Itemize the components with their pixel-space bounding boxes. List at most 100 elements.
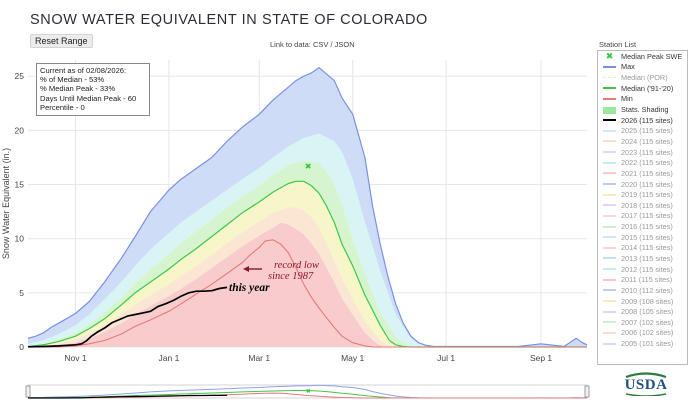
data-link[interactable]: Link to data: CSV / JSON [270,40,355,49]
legend-item[interactable]: 2015 (115 sites) [598,232,687,243]
legend-label: Median (POR) [621,73,668,83]
legend-line-swatch [603,244,616,252]
legend-item[interactable]: 2013 (115 sites) [598,253,687,264]
range-slider-min-line [28,392,587,399]
legend-label: 2019 (115 sites) [621,190,673,200]
legend-item[interactable]: 2021 (115 sites) [598,168,687,179]
legend-item[interactable]: 2024 (115 sites) [598,136,687,147]
legend-line-swatch [603,212,616,220]
legend-item[interactable]: 2025 (115 sites) [598,125,687,136]
legend-label: 2016 (115 sites) [621,222,673,232]
y-tick-label: 20 [15,125,25,135]
record-low-arrowhead [243,266,249,272]
legend-line-swatch [603,148,616,156]
legend-item[interactable]: 2014 (115 sites) [598,243,687,254]
range-slider-left-handle[interactable] [25,385,31,398]
median-peak-marker: ✖ [305,162,312,171]
legend-line-swatch [603,286,616,294]
legend-line-swatch [603,127,616,135]
legend-marker-icon: ✖ [605,51,614,62]
reset-range-button[interactable]: Reset Range [30,34,93,48]
legend-item[interactable]: 2007 (102 sites) [598,317,687,328]
legend-label: 2011 (115 sites) [621,275,673,285]
band-90-70 [28,133,587,347]
range-slider-right-handle[interactable] [584,385,590,398]
current-year-line [27,286,228,348]
legend-line-swatch [603,297,616,305]
legend-line-swatch [603,201,616,209]
range-slider-current-line [28,394,228,399]
legend-line-swatch [603,191,616,199]
legend-item[interactable]: 2011 (115 sites) [598,274,687,285]
legend-item[interactable]: 2008 (105 sites) [598,306,687,317]
legend-line-swatch [603,265,616,273]
legend-label: 2024 (115 sites) [621,136,673,146]
legend-item[interactable]: Max [598,62,687,73]
legend-label: Max [621,62,635,72]
legend-label: Stats. Shading [621,105,669,115]
legend-item[interactable]: Min [598,94,687,105]
x-tick-label: Jul 1 [437,353,455,363]
legend-line-swatch [603,169,616,177]
legend-label: 2023 (115 sites) [621,147,673,157]
station-list-legend: ✖ Median Peak SWE Max Median (POR) Median ('… [597,50,688,365]
x-tick-label: Nov 1 [64,353,86,363]
legend-item[interactable]: Median (POR) [598,72,687,83]
legend-line-swatch [603,84,616,92]
legend-item[interactable]: 2009 (108 sites) [598,296,687,307]
legend-label: 2010 (112 sites) [621,285,673,295]
legend-item[interactable]: 2010 (112 sites) [598,285,687,296]
band-10-min [28,222,587,347]
legend-line-swatch [603,137,616,145]
legend-item[interactable]: 2022 (115 sites) [598,157,687,168]
legend-label: 2020 (115 sites) [621,179,673,189]
info-percentile: Percentile - 0 [40,102,85,112]
this-year-annotation: this year [229,282,270,294]
legend-line-swatch [603,233,616,241]
legend-item[interactable]: 2005 (101 sites) [598,338,687,349]
x-tick-label: Sep 1 [530,353,552,363]
usda-logo-text: USDA [624,377,668,393]
info-percent-median: % of Median - 53% [40,75,105,85]
legend-label: 2025 (115 sites) [621,126,673,136]
legend-item[interactable]: Stats. Shading [598,104,687,115]
min-line [28,239,587,348]
legend-line-swatch [603,95,616,103]
legend-item[interactable]: 2006 (102 sites) [598,328,687,339]
legend-item[interactable]: 2019 (115 sites) [598,189,687,200]
legend-label: 2013 (115 sites) [621,253,673,263]
legend-item[interactable]: ✖ Median Peak SWE [598,51,687,62]
legend-item[interactable]: 2020 (115 sites) [598,179,687,190]
x-tick-label: Mar 1 [248,353,270,363]
y-axis-label: Snow Water Equivalent (in.) [1,148,11,259]
info-box: Current as of 02/08/2026: % of Median - … [36,63,150,116]
info-days-until-peak: Days Until Median Peak - 60 [40,93,137,103]
legend-line-swatch [603,116,616,124]
legend-label: 2018 (115 sites) [621,200,673,210]
legend-line-swatch [603,223,616,231]
legend-label: 2014 (115 sites) [621,243,673,253]
median-line [27,180,587,348]
page-title: SNOW WATER EQUIVALENT IN STATE OF COLORA… [30,12,428,28]
legend-item[interactable]: 2023 (115 sites) [598,147,687,158]
legend-line-swatch [603,276,616,284]
legend-label: 2022 (115 sites) [621,158,673,168]
legend-label: 2021 (115 sites) [621,168,673,178]
info-current-date: Current as of 02/08/2026: [40,66,127,75]
legend-line-swatch [603,180,616,188]
info-percent-median-peak: % Median Peak - 33% [40,84,116,94]
legend-line-swatch [603,159,616,167]
x-tick-label: May 1 [341,353,364,363]
legend-label: 2026 (115 sites) [621,115,673,125]
legend-item[interactable]: 2026 (115 sites) [598,115,687,126]
legend-shading-swatch [603,106,616,114]
legend-item[interactable]: 2012 (115 sites) [598,264,687,275]
usda-logo: USDA [624,368,668,397]
legend-item[interactable]: 2018 (115 sites) [598,200,687,211]
band-70-median [28,160,587,347]
legend-item[interactable]: 2017 (115 sites) [598,211,687,222]
station-list-title: Station List [599,40,637,49]
legend-item[interactable]: Median ('91-'20) [598,83,687,94]
legend-line-swatch [603,318,616,326]
legend-item[interactable]: 2016 (115 sites) [598,221,687,232]
